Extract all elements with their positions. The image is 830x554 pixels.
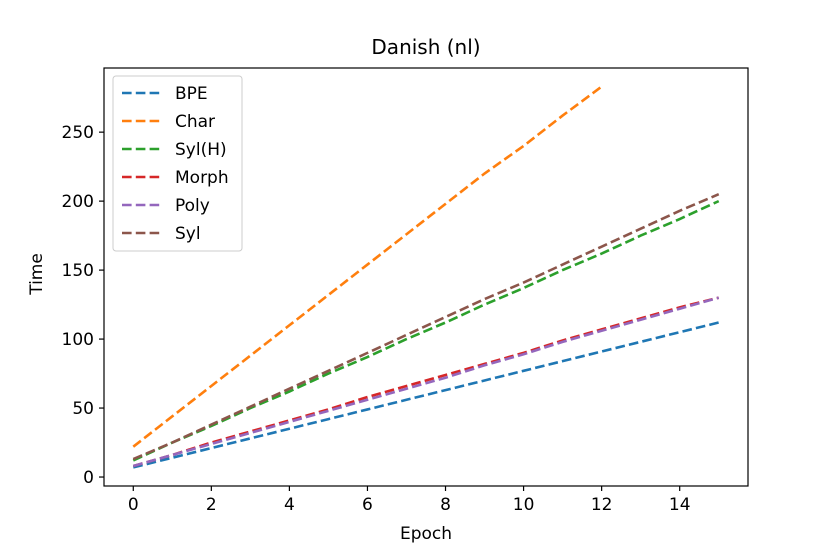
legend-label-syl-h: Syl(H) <box>175 140 227 160</box>
y-tick-label: 50 <box>72 399 94 419</box>
legend-label-syl: Syl <box>175 224 201 244</box>
plot-area: 0 2 4 6 8 10 12 14 0 50 100 150 200 250 <box>62 67 749 515</box>
legend-label-poly: Poly <box>175 196 210 216</box>
series-line-syl-h <box>132 199 720 462</box>
legend-label-char: Char <box>175 112 215 132</box>
series-line-char <box>132 85 603 448</box>
x-tick-label: 14 <box>669 495 691 515</box>
y-axis-title: Time <box>27 253 47 296</box>
x-tick-label: 10 <box>513 495 535 515</box>
chart-title: Danish (nl) <box>371 35 480 59</box>
series-line-bpe <box>132 321 720 469</box>
y-tick-label: 150 <box>62 261 94 281</box>
series-line-morph <box>132 296 720 468</box>
y-tick-label: 0 <box>83 468 94 488</box>
x-tick-label: 8 <box>440 495 451 515</box>
x-tick-label: 2 <box>206 495 217 515</box>
legend-label-bpe: BPE <box>175 84 208 104</box>
legend-label-morph: Morph <box>175 168 229 188</box>
x-axis-title: Epoch <box>400 524 452 544</box>
x-tick-label: 4 <box>284 495 295 515</box>
y-tick-label: 250 <box>62 123 94 143</box>
x-tick-label: 6 <box>362 495 373 515</box>
plot-frame <box>103 67 749 487</box>
legend: BPE Char Syl(H) Morph Poly Syl <box>112 75 243 252</box>
series-line-syl <box>132 193 720 461</box>
x-tick-label: 0 <box>128 495 139 515</box>
x-tick-label: 12 <box>591 495 613 515</box>
y-tick-label: 100 <box>62 330 94 350</box>
series-line-poly <box>132 296 720 468</box>
y-tick-label: 200 <box>62 192 94 212</box>
